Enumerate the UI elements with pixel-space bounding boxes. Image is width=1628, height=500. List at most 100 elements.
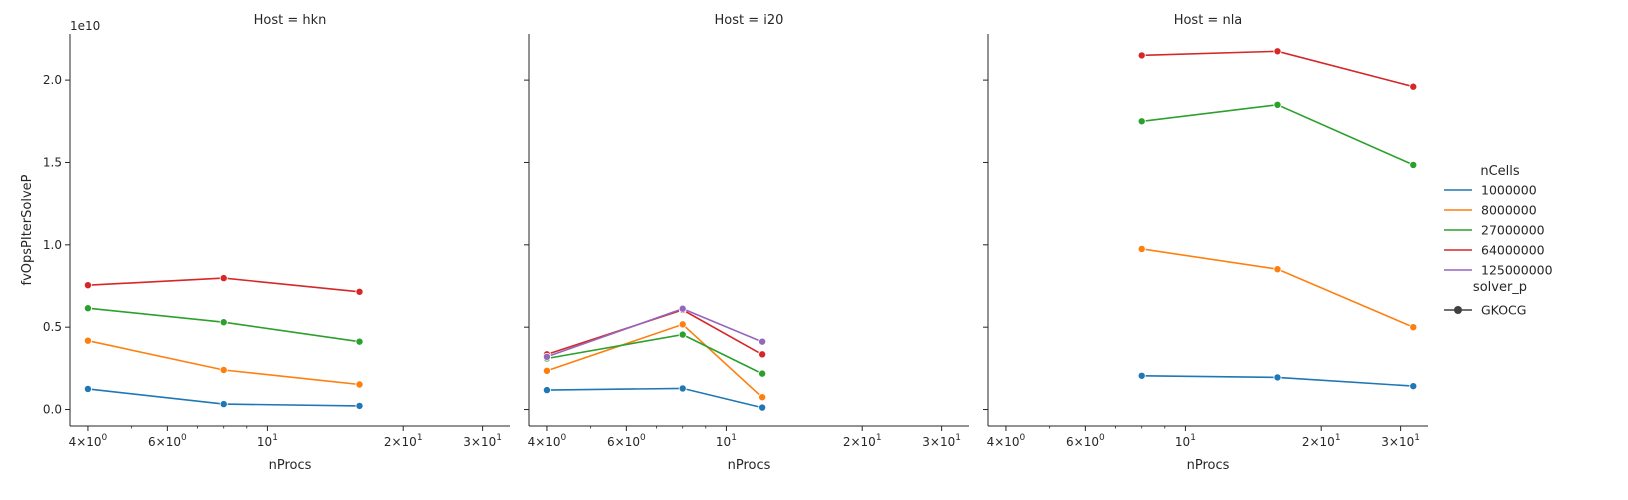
legend-style-label: GKOCG: [1481, 303, 1526, 318]
series-64000000: [1137, 47, 1418, 91]
data-point: [542, 386, 551, 395]
legend-marker: [1454, 306, 1462, 314]
data-point: [678, 330, 687, 339]
data-point: [1137, 371, 1146, 380]
series-line: [546, 309, 763, 356]
y-tick-label: 2.0: [43, 73, 62, 87]
data-point: [758, 393, 767, 402]
data-point: [83, 304, 92, 313]
series-1000000: [1137, 371, 1418, 391]
data-point: [542, 352, 551, 361]
x-axis-label: nProcs: [269, 458, 312, 473]
x-tick-label: 2×101: [1302, 433, 1341, 449]
data-point: [1137, 51, 1146, 60]
data-point: [219, 274, 228, 283]
legend: nCells 1000000 8000000 27000000 64000000 1250…: [1444, 164, 1553, 318]
series-27000000: [83, 304, 364, 346]
data-point: [542, 366, 551, 375]
x-tick-label: 6×100: [148, 433, 187, 449]
x-tick-label: 6×100: [607, 433, 646, 449]
x-tick-label: 3×101: [922, 433, 961, 449]
data-point: [355, 401, 364, 410]
facet-panel: Host = i20 4×100 6×100 101 2×101 3×101 nProcs: [524, 13, 969, 473]
x-tick-label: 3×101: [1381, 433, 1420, 449]
series-125000000: [542, 304, 767, 361]
panel-title: Host = nla: [1174, 13, 1243, 28]
data-point: [1409, 382, 1418, 391]
panel-title: Host = hkn: [254, 13, 327, 28]
series-64000000: [542, 305, 767, 359]
data-point: [758, 369, 767, 378]
data-point: [355, 380, 364, 389]
x-tick-label: 2×101: [843, 433, 882, 449]
data-point: [83, 336, 92, 345]
data-point: [355, 287, 364, 296]
legend-label: 1000000: [1481, 183, 1537, 198]
series-8000000: [542, 320, 767, 402]
series-1000000: [83, 384, 364, 410]
series-line: [546, 387, 763, 409]
series-line: [546, 307, 763, 358]
x-tick-label: 4×100: [987, 433, 1026, 449]
series-line: [1141, 248, 1414, 328]
x-tick-label: 101: [257, 433, 278, 449]
x-tick-label: 4×100: [69, 433, 108, 449]
series-1000000: [542, 384, 767, 412]
legend-entry: 27000000: [1444, 223, 1545, 238]
series-line: [1141, 103, 1414, 166]
data-point: [1273, 265, 1282, 274]
data-point: [1273, 100, 1282, 109]
x-tick-label: 4×100: [528, 433, 567, 449]
data-point: [1273, 47, 1282, 56]
legend-title: nCells: [1480, 164, 1520, 179]
legend-label: 64000000: [1481, 243, 1545, 258]
data-point: [1273, 373, 1282, 382]
data-point: [1137, 117, 1146, 126]
data-point: [1409, 160, 1418, 169]
y-tick-label: 0.0: [43, 403, 62, 417]
x-axis-label: nProcs: [1187, 458, 1230, 473]
legend-style-entry: GKOCG: [1444, 303, 1526, 318]
data-point: [219, 365, 228, 374]
data-point: [1137, 244, 1146, 253]
x-tick-label: 101: [716, 433, 737, 449]
series-8000000: [1137, 244, 1418, 332]
panel-title: Host = i20: [715, 13, 784, 28]
y-tick-label: 0.5: [43, 320, 62, 334]
data-point: [219, 400, 228, 409]
legend-label: 125000000: [1481, 263, 1553, 278]
facet-panel: Host = nla 4×100 6×100 101 2×101 3×101 nProcs: [983, 13, 1428, 473]
data-point: [758, 403, 767, 412]
data-point: [355, 337, 364, 346]
facet-panels: Host = hkn 0.0 0.5 1.0 1.5 2.0 4×100 6×100 101 2×…: [43, 13, 1428, 473]
data-point: [678, 320, 687, 329]
data-point: [678, 304, 687, 313]
x-tick-label: 3×101: [463, 433, 502, 449]
data-point: [758, 350, 767, 359]
legend-entry: 125000000: [1444, 263, 1553, 278]
data-point: [83, 281, 92, 290]
y-tick-label: 1.0: [43, 238, 62, 252]
legend-label: 8000000: [1481, 203, 1537, 218]
data-point: [678, 384, 687, 393]
data-point: [83, 384, 92, 393]
series-27000000: [1137, 100, 1418, 169]
series-8000000: [83, 336, 364, 389]
x-tick-label: 2×101: [384, 433, 423, 449]
data-point: [758, 337, 767, 346]
legend-style-title: solver_p: [1473, 280, 1527, 295]
x-tick-label: 6×100: [1066, 433, 1105, 449]
y-tick-label: 1.5: [43, 155, 62, 169]
data-point: [219, 318, 228, 327]
legend-label: 27000000: [1481, 223, 1545, 238]
legend-entry: 8000000: [1444, 203, 1537, 218]
data-point: [1409, 323, 1418, 332]
x-tick-label: 101: [1175, 433, 1196, 449]
data-point: [1409, 82, 1418, 91]
y-axis-label: fvOpsPIterSolveP: [20, 174, 35, 285]
x-axis-label: nProcs: [728, 458, 771, 473]
legend-entry: 1000000: [1444, 183, 1537, 198]
legend-entry: 64000000: [1444, 243, 1545, 258]
series-line: [546, 323, 763, 398]
